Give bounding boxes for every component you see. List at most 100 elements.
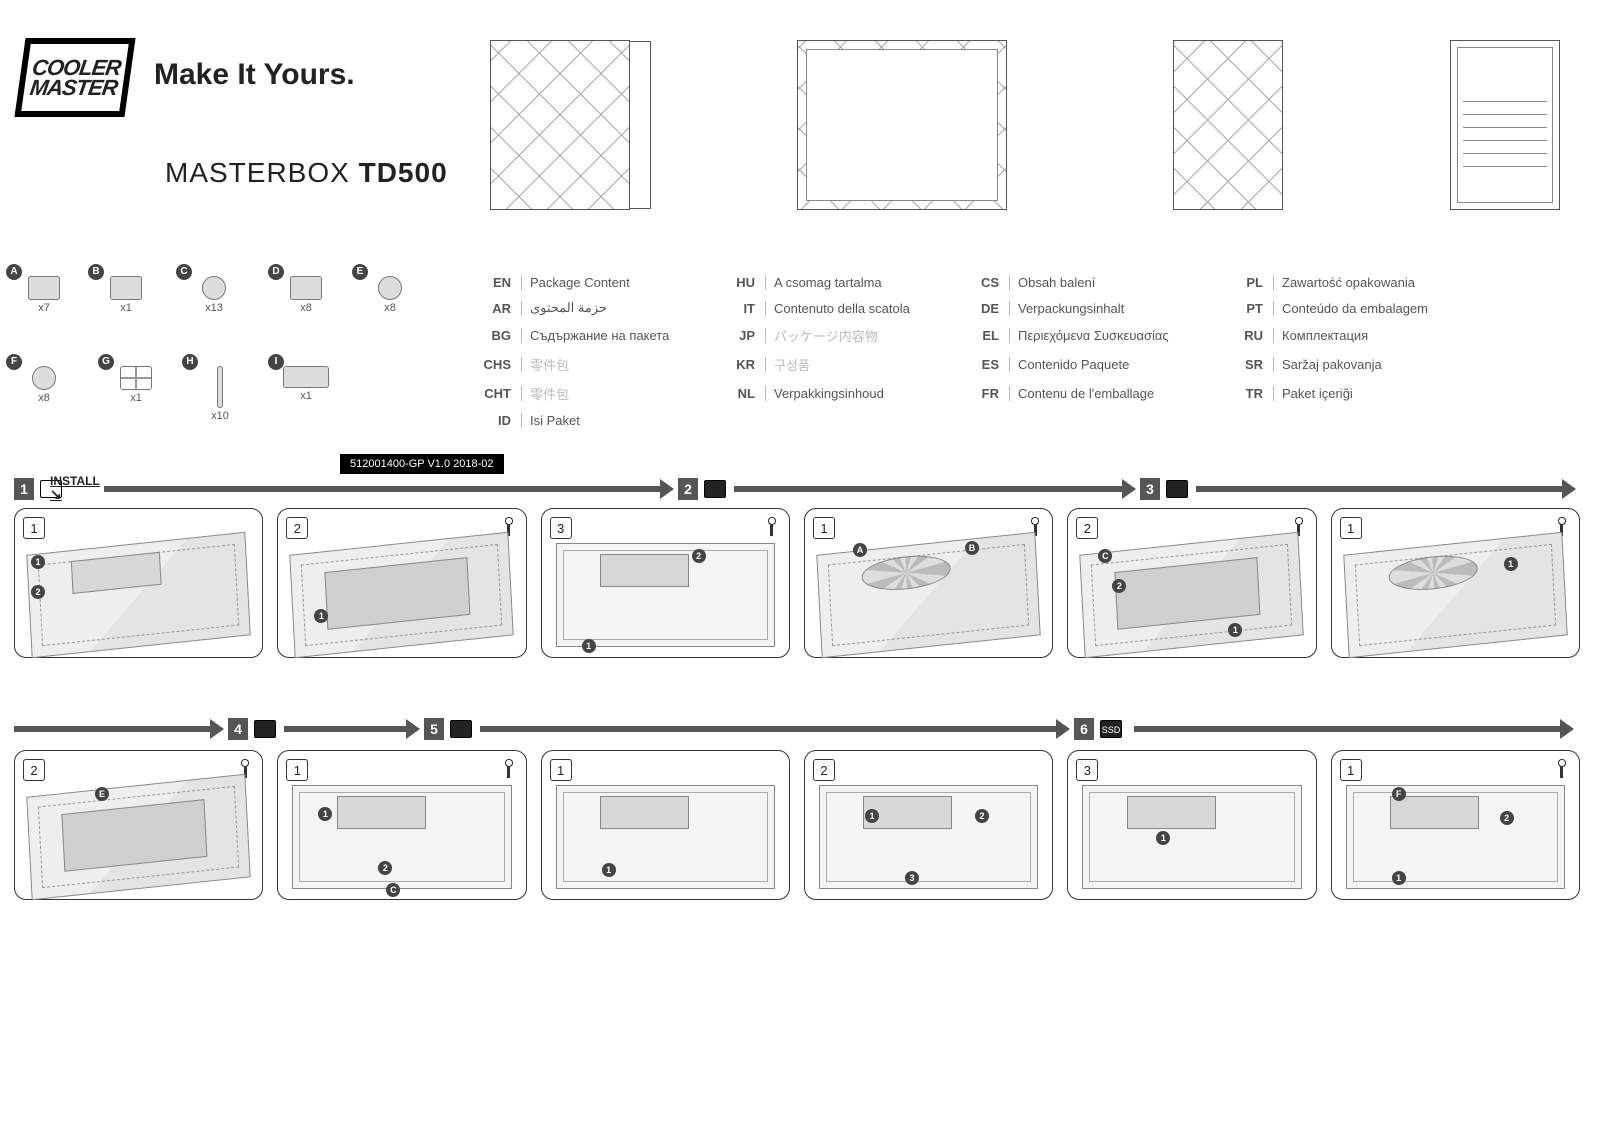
case-view-back: [1450, 40, 1560, 210]
card-illustration: [26, 774, 251, 900]
lang-code: PT: [1226, 301, 1274, 316]
step-icon: [450, 720, 472, 738]
lang-code: HU: [718, 275, 766, 290]
card-illustration: [290, 532, 515, 658]
part-badge: C: [176, 264, 192, 280]
card-illustration: [26, 532, 251, 658]
lang-text: Verpakkingsinhoud: [774, 386, 954, 401]
callout-badge: 3: [905, 871, 919, 885]
step-chip-3: 3: [1140, 478, 1160, 500]
part-E: Ex8: [360, 270, 420, 314]
part-qty: x8: [360, 302, 420, 314]
lang-code: EL: [962, 328, 1010, 343]
card-number: 1: [23, 517, 45, 539]
part-F: Fx8: [14, 360, 74, 404]
step-icon: [704, 480, 726, 498]
timeline-arrow: [284, 726, 410, 732]
part-H: Hx10: [190, 360, 250, 422]
part-shape: [378, 276, 402, 300]
lang-text: Zawartość opakowania: [1282, 275, 1570, 290]
card-illustration: [1082, 785, 1301, 889]
part-shape: [120, 366, 152, 390]
part-qty: x7: [14, 302, 74, 314]
part-badge: G: [98, 354, 114, 370]
callout-badge: 1: [602, 863, 616, 877]
part-shape: [110, 276, 142, 300]
lang-text: Obsah balení: [1018, 275, 1218, 290]
part-qty: x1: [276, 390, 336, 402]
part-shape: [217, 366, 223, 408]
part-G: Gx1: [106, 360, 166, 404]
timeline-arrow: [104, 486, 664, 492]
callout-badge: B: [965, 541, 979, 555]
timeline-arrow: [14, 726, 214, 732]
lang-text: Περιεχόμενα Συσκευασίας: [1018, 328, 1218, 343]
tagline: Make It Yours.: [154, 58, 355, 92]
card-illustration: [819, 785, 1038, 889]
callout-badge: C: [386, 883, 400, 897]
part-badge: A: [6, 264, 22, 280]
step-card: 1F21: [1331, 750, 1580, 900]
step-card: 21: [277, 508, 526, 658]
lang-text: Isi Paket: [530, 413, 710, 428]
callout-badge: 1: [31, 555, 45, 569]
step-icon: [254, 720, 276, 738]
part-qty: x8: [276, 302, 336, 314]
lang-code: TR: [1226, 386, 1274, 401]
product-model: TD500: [359, 157, 448, 188]
lang-text: 구성품: [774, 355, 954, 374]
timeline-arrow: [734, 486, 1126, 492]
step-icon: SSD: [1100, 720, 1122, 738]
part-qty: x10: [190, 410, 250, 422]
case-view-front: [1173, 40, 1283, 210]
card-illustration: [1343, 532, 1568, 658]
card-number: 3: [1076, 759, 1098, 781]
lang-code: NL: [718, 386, 766, 401]
product-prefix: MASTERBOX: [165, 157, 359, 188]
lang-code: SR: [1226, 357, 1274, 372]
part-shape: [28, 276, 60, 300]
part-qty: x13: [184, 302, 244, 314]
lang-text: Paket içeriği: [1282, 386, 1570, 401]
callout-badge: A: [853, 543, 867, 557]
step-chip-6: 6: [1074, 718, 1094, 740]
step-card: 1 A B: [804, 508, 1053, 658]
step-cards-row-2: 2E112C112123311F21: [14, 750, 1580, 900]
part-badge: F: [6, 354, 22, 370]
callout-badge: 2: [1500, 811, 1514, 825]
lang-text: Contenido Paquete: [1018, 357, 1218, 372]
step-card: 2123: [804, 750, 1053, 900]
lang-code: IT: [718, 301, 766, 316]
callout-badge: 2: [975, 809, 989, 823]
card-illustration: [816, 532, 1041, 658]
step-chip-2: 2: [678, 478, 698, 500]
part-badge: I: [268, 354, 284, 370]
card-illustration: [1080, 532, 1305, 658]
callout-badge: 1: [582, 639, 596, 653]
case-views: [490, 40, 1560, 210]
callout-badge: F: [1392, 787, 1406, 801]
card-number: 2: [23, 759, 45, 781]
lang-code: BG: [480, 328, 522, 343]
lang-code: FR: [962, 386, 1010, 401]
lang-code: ID: [480, 413, 522, 428]
part-C: Cx13: [184, 270, 244, 314]
lang-text: A csomag tartalma: [774, 275, 954, 290]
lang-code: AR: [480, 301, 522, 316]
card-illustration: [556, 543, 775, 647]
part-shape: [202, 276, 226, 300]
case-view-side-open: [797, 40, 1007, 210]
step-card: 112C: [277, 750, 526, 900]
lang-code: ES: [962, 357, 1010, 372]
lang-code: KR: [718, 357, 766, 372]
callout-badge: 1: [1504, 557, 1518, 571]
part-qty: x1: [106, 392, 166, 404]
step-cards-row-1: 112213121AB2C2111: [14, 508, 1580, 658]
card-number: 1: [813, 517, 835, 539]
lang-code: PL: [1226, 275, 1274, 290]
lang-code: CHT: [480, 386, 522, 401]
lang-text: Комплектация: [1282, 328, 1570, 343]
lang-text: Conteúdo da embalagem: [1282, 301, 1570, 316]
lang-text: حزمة المحتوى: [530, 300, 710, 316]
part-badge: E: [352, 264, 368, 280]
